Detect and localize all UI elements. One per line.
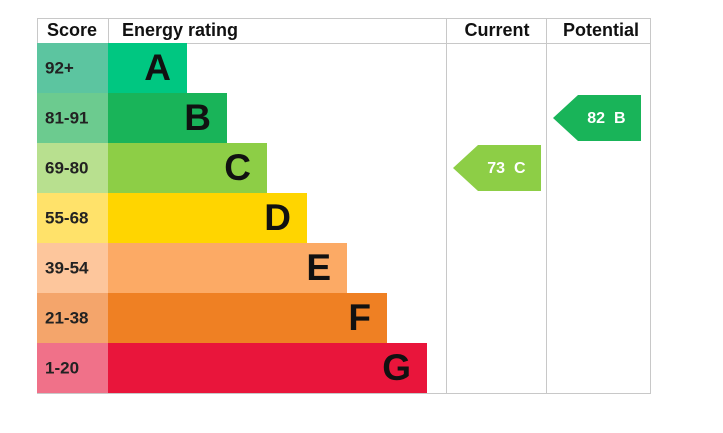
score-label: 55-68: [45, 208, 88, 227]
current-arrow: [453, 145, 541, 191]
rating-letter: E: [306, 247, 331, 288]
score-label: 21-38: [45, 308, 88, 327]
score-label: 81-91: [45, 108, 88, 127]
score-label: 69-80: [45, 158, 88, 177]
current-score: 73: [487, 160, 505, 177]
rating-bar: [108, 293, 387, 343]
rating-bar: [108, 243, 347, 293]
rating-letter: C: [224, 147, 251, 188]
rating-bar: [108, 43, 187, 93]
score-label: 92+: [45, 58, 74, 77]
score-cell: [37, 93, 108, 143]
rating-bar: [108, 93, 227, 143]
potential-arrow: [553, 95, 641, 141]
potential-header: Potential: [563, 20, 639, 40]
current-header: Current: [464, 20, 529, 40]
score-label: 1-20: [45, 358, 79, 377]
rating-letter: B: [184, 97, 211, 138]
score-label: 39-54: [45, 258, 89, 277]
score-cell: [37, 343, 108, 393]
rating-header: Energy rating: [122, 20, 238, 40]
rating-letter: D: [264, 197, 291, 238]
score-header: Score: [47, 20, 97, 40]
score-cell: [37, 43, 108, 93]
potential-letter: B: [614, 110, 626, 127]
rating-letter: A: [144, 47, 171, 88]
current-letter: C: [514, 160, 526, 177]
rating-letter: G: [382, 347, 411, 388]
score-cell: [37, 293, 108, 343]
rating-bar: [108, 343, 427, 393]
potential-score: 82: [587, 110, 605, 127]
rating-letter: F: [348, 297, 371, 338]
rating-bar: [108, 143, 267, 193]
score-cell: [37, 143, 108, 193]
score-cell: [37, 243, 108, 293]
rating-bar: [108, 193, 307, 243]
header: Score Energy rating Current Potential: [47, 20, 639, 40]
score-cell: [37, 193, 108, 243]
